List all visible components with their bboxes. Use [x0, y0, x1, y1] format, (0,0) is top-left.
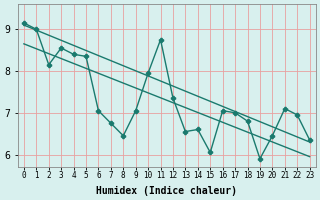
X-axis label: Humidex (Indice chaleur): Humidex (Indice chaleur) [96, 186, 237, 196]
